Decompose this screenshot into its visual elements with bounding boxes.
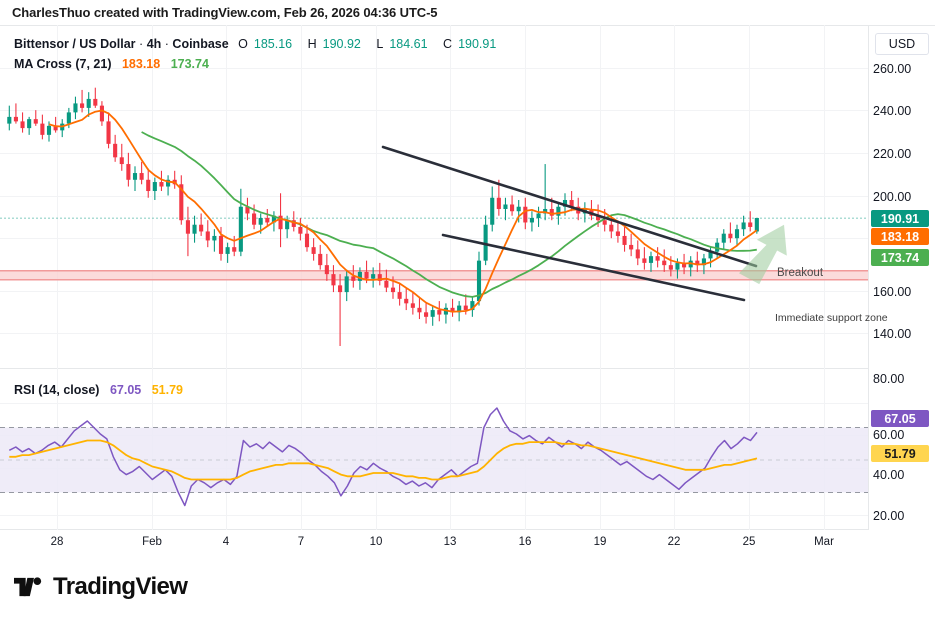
support-zone-label: Immediate support zone (775, 312, 888, 324)
ohlc-low: L 184.61 (376, 37, 428, 51)
rsi-tick-80: 80.00 (873, 372, 905, 386)
symbol-name[interactable]: Bittensor / US Dollar (14, 37, 136, 51)
ma-slow-value: 173.74 (170, 57, 209, 71)
exchange-label[interactable]: Coinbase (172, 37, 229, 51)
tradingview-logo-icon (14, 577, 42, 597)
price-tick-240: 240.00 (873, 104, 912, 118)
price-tick-200: 200.00 (873, 190, 912, 204)
time-label-7: 19 (593, 536, 607, 548)
last-price-tag[interactable]: 190.91 (871, 210, 929, 227)
price-tick-220: 220.00 (873, 147, 912, 161)
ma-slow-tag[interactable]: 173.74 (871, 249, 929, 266)
credit-line: CharlesThuo created with TradingView.com… (12, 5, 438, 20)
rsi-current-value: 67.05 (109, 383, 142, 397)
price-axis-divider (868, 25, 869, 530)
legend-sep-2: · (164, 37, 169, 51)
ohlc-group: O 185.16 H 190.92 L 184.61 C 190.91 (238, 37, 508, 51)
rsi-line (8, 407, 758, 507)
gridline-260 (0, 68, 868, 69)
time-label-9: 25 (742, 536, 756, 548)
time-label-0: 28 (50, 536, 64, 548)
time-label-6: 16 (518, 536, 532, 548)
time-label-3: 7 (297, 536, 305, 548)
panel-separator (0, 368, 868, 369)
rsi-legend[interactable]: RSI (14, close) 67.05 51.79 (14, 383, 183, 397)
gridline-220 (0, 153, 868, 154)
interval-label[interactable]: 4h (146, 37, 162, 51)
price-tick-260: 260.00 (873, 62, 912, 76)
time-label-2: 4 (222, 536, 230, 548)
immediate-support-zone (0, 270, 868, 280)
time-label-8: 22 (667, 536, 681, 548)
rsi-tick-40: 40.00 (873, 468, 905, 482)
footer-brand[interactable]: TradingView (14, 573, 188, 601)
ma-fast-tag[interactable]: 183.18 (871, 228, 929, 245)
gridline-rsi-80 (0, 403, 868, 404)
price-tick-140: 140.00 (873, 327, 912, 341)
rsi-ma-tag[interactable]: 51.79 (871, 445, 929, 462)
chart-top-border (0, 25, 935, 26)
ma-fast-line (48, 109, 758, 313)
ohlc-high: H 190.92 (307, 37, 361, 51)
gridline-240 (0, 110, 868, 111)
time-axis[interactable]: 28 Feb 4 7 10 13 16 19 22 25 Mar (0, 530, 935, 560)
ma-cross-legend[interactable]: MA Cross (7, 21) 183.18 173.74 (14, 57, 209, 71)
breakout-label: Breakout (777, 267, 824, 279)
chart-area[interactable]: Breakout Immediate support zone Bittenso… (0, 25, 935, 530)
time-label-4: 10 (369, 536, 383, 548)
gridline-140 (0, 333, 868, 334)
price-panel-svg (0, 87, 868, 347)
time-label-1: Feb (142, 536, 162, 548)
breakout-arrow-icon[interactable] (738, 217, 799, 289)
time-label-5: 13 (443, 536, 457, 548)
price-axis[interactable]: USD 260.00 240.00 220.00 200.00 180.00 1… (869, 25, 935, 530)
price-tick-160: 160.00 (873, 285, 912, 299)
ma-slow-line (141, 131, 757, 298)
ohlc-open: O 185.16 (238, 37, 293, 51)
gridline-160 (0, 291, 868, 292)
rsi-title[interactable]: RSI (14, close) (14, 383, 100, 397)
lower-descending-trendline[interactable] (441, 233, 746, 302)
time-label-10: Mar (814, 536, 834, 548)
upper-descending-trendline[interactable] (381, 145, 758, 268)
legend-sep-1: · (139, 37, 144, 51)
currency-unit-label: USD (875, 33, 929, 55)
rsi-ma-current-value: 51.79 (151, 383, 183, 397)
ohlc-close: C 190.91 (443, 37, 497, 51)
rsi-panel-svg (0, 407, 868, 507)
gridline-rsi-20 (0, 515, 868, 516)
rsi-value-tag[interactable]: 67.05 (871, 410, 929, 427)
candlestick-series (7, 87, 759, 347)
rsi-tick-60: 60.00 (873, 428, 905, 442)
rsi-tick-20: 20.00 (873, 509, 905, 523)
rsi-ma-line (9, 439, 758, 481)
chart-bottom-border (0, 529, 868, 530)
ma-fast-value: 183.18 (121, 57, 161, 71)
gridline-180 (0, 238, 868, 239)
ma-cross-title[interactable]: MA Cross (7, 21) (14, 57, 112, 71)
gridline-200 (0, 196, 868, 197)
tradingview-wordmark: TradingView (53, 573, 188, 600)
